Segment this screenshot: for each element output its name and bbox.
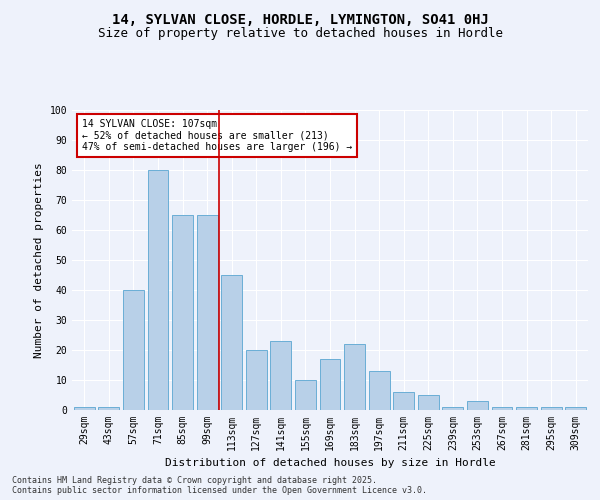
Text: 14 SYLVAN CLOSE: 107sqm
← 52% of detached houses are smaller (213)
47% of semi-d: 14 SYLVAN CLOSE: 107sqm ← 52% of detache… (82, 119, 353, 152)
Bar (148, 170, 169, 410)
Y-axis label: Number of detached properties: Number of detached properties (34, 162, 44, 358)
Bar (271, 341, 292, 410)
Bar (246, 350, 267, 410)
Bar (541, 407, 562, 410)
Text: Size of property relative to detached houses in Hordle: Size of property relative to detached ho… (97, 28, 503, 40)
Bar (418, 395, 439, 410)
Bar (295, 380, 316, 410)
Bar (197, 215, 218, 410)
Bar (516, 407, 537, 410)
Bar (565, 407, 586, 410)
Bar (344, 344, 365, 410)
Bar (98, 407, 119, 410)
Bar (74, 407, 95, 410)
Bar (368, 371, 389, 410)
Bar (393, 392, 414, 410)
Bar (221, 275, 242, 410)
Text: Contains HM Land Registry data © Crown copyright and database right 2025.
Contai: Contains HM Land Registry data © Crown c… (12, 476, 427, 495)
Bar (442, 407, 463, 410)
Bar (320, 359, 340, 410)
Bar (467, 401, 488, 410)
Text: 14, SYLVAN CLOSE, HORDLE, LYMINGTON, SO41 0HJ: 14, SYLVAN CLOSE, HORDLE, LYMINGTON, SO4… (112, 12, 488, 26)
X-axis label: Distribution of detached houses by size in Hordle: Distribution of detached houses by size … (164, 458, 496, 468)
Bar (491, 407, 512, 410)
Bar (123, 290, 144, 410)
Bar (172, 215, 193, 410)
